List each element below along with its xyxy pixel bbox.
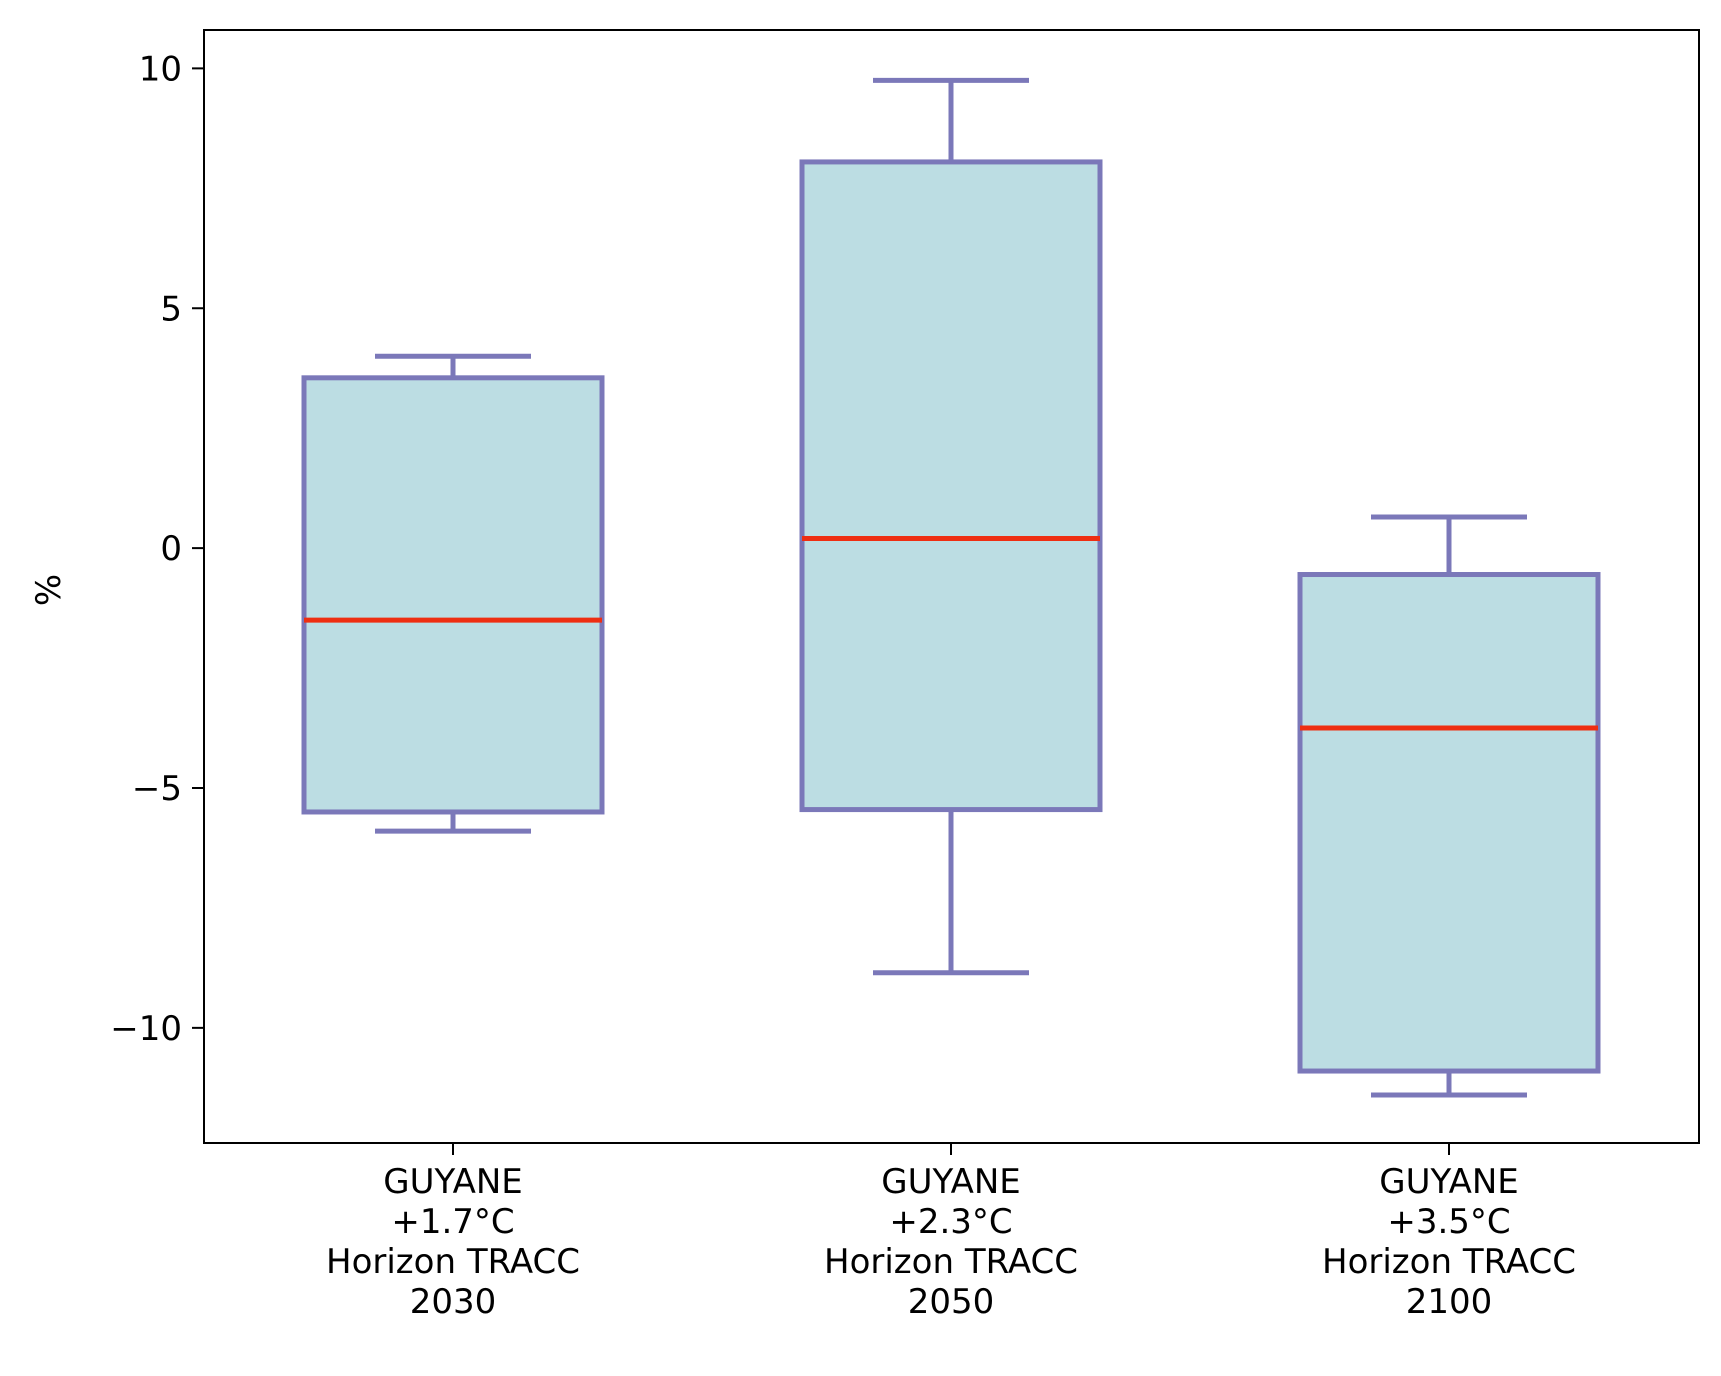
y-axis: 10 5 0 −5 −10 [110,49,204,1049]
y-tick-label: 5 [160,289,182,329]
box-iqr [301,375,605,815]
x-tick-label: GUYANE +2.3°C Horizon TRACC 2050 [824,1162,1078,1322]
y-tick-label: −10 [110,1009,182,1049]
x-tick-label-line: GUYANE [881,1162,1021,1202]
axes-frame [203,29,1700,1144]
x-tick-label-line: 2030 [410,1282,497,1322]
box-1 [301,353,605,834]
x-tick-label-line: GUYANE [383,1162,523,1202]
x-tick-label-line: +1.7°C [391,1202,514,1242]
y-axis-label: % [29,574,69,606]
box-iqr [799,159,1103,813]
x-tick-label: GUYANE +3.5°C Horizon TRACC 2100 [1322,1162,1576,1322]
y-tick-label: 0 [160,529,182,569]
x-tick-label-line: +3.5°C [1387,1202,1510,1242]
y-tick-label: −5 [132,769,182,809]
box-3 [1297,514,1601,1098]
x-tick-label-line: +2.3°C [889,1202,1012,1242]
x-tick-label-line: 2050 [908,1282,995,1322]
box-2 [799,77,1103,976]
x-tick-label: GUYANE +1.7°C Horizon TRACC 2030 [326,1162,580,1322]
x-tick-label-line: GUYANE [1379,1162,1519,1202]
x-tick-label-line: 2100 [1406,1282,1493,1322]
boxes-layer [301,77,1601,1098]
x-tick-label-line: Horizon TRACC [824,1242,1078,1282]
x-tick-label-line: Horizon TRACC [1322,1242,1576,1282]
y-tick-label: 10 [139,49,182,89]
x-tick-label-line: Horizon TRACC [326,1242,580,1282]
box-iqr [1297,572,1601,1074]
